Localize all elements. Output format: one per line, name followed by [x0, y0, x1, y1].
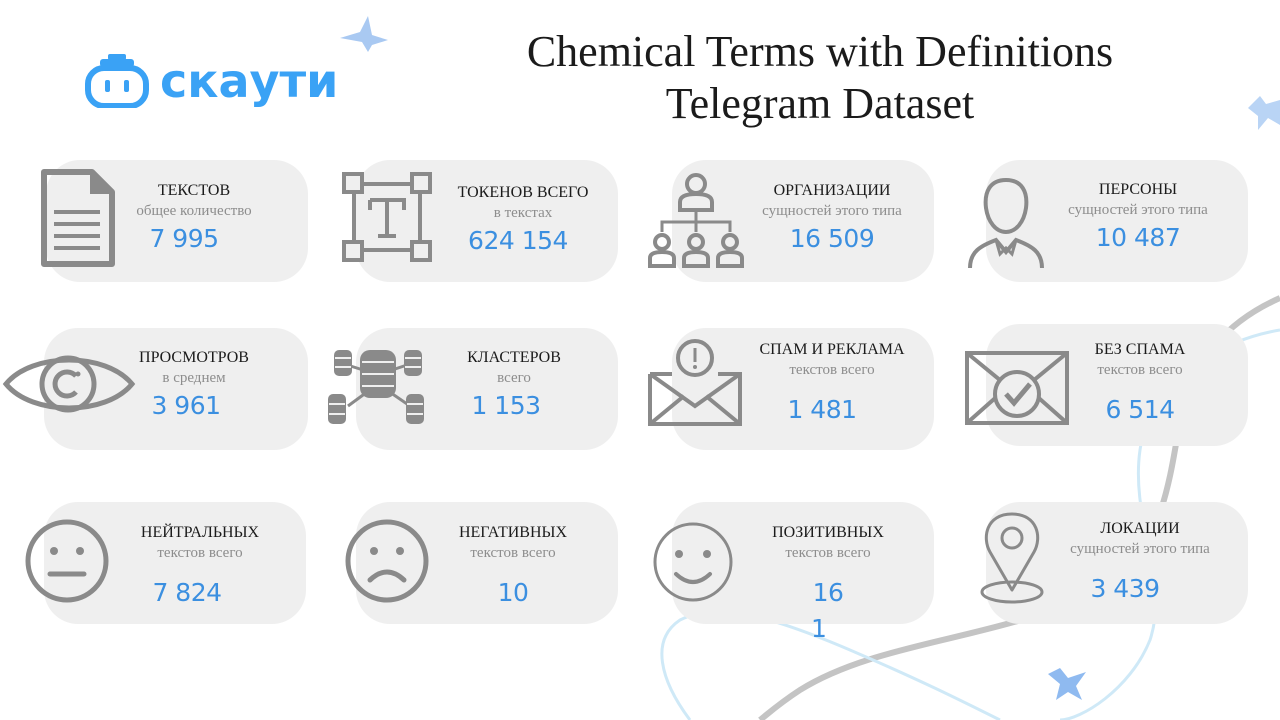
- stat-sublabel: текстов всего: [157, 545, 243, 561]
- stat-sublabel: в текстах: [493, 205, 553, 221]
- location-pin-icon: [980, 512, 1044, 604]
- document-icon: [41, 169, 115, 267]
- stat-card-persons: [986, 160, 1248, 282]
- stat-sublabel: текстов всего: [1097, 362, 1183, 378]
- stat-label: ТЕКСТОВ: [157, 182, 231, 199]
- stat-value: 10: [497, 578, 529, 607]
- brand-logo: скаути: [84, 54, 338, 108]
- logo-text: скаути: [160, 54, 339, 108]
- sad-face-icon: [345, 519, 429, 603]
- stat-negative: НЕГАТИВНЫХ текстов всего 10: [448, 524, 578, 607]
- title-line-2: Telegram Dataset: [665, 79, 975, 128]
- stat-value: 1 153: [471, 391, 541, 420]
- stat-value: 6 514: [1105, 395, 1175, 424]
- stat-label: ПЕРСОНЫ: [1098, 181, 1178, 198]
- stat-value: 16: [812, 578, 844, 607]
- stat-sublabel: сущностей этого типа: [1068, 202, 1208, 218]
- stat-value: 7 824: [152, 578, 222, 607]
- stat-spam: СПАМ И РЕКЛАМА текстов всего 1 481: [754, 341, 910, 424]
- stat-card-clusters: [356, 328, 618, 450]
- stat-label: ПОЗИТИВНЫХ: [772, 524, 884, 541]
- stat-organizations: ОРГАНИЗАЦИИ сущностей этого типа 16 509: [746, 182, 918, 253]
- stat-no-spam: БЕЗ СПАМА текстов всего 6 514: [1080, 341, 1200, 424]
- stat-card-neutral: [44, 502, 306, 624]
- stat-sublabel: сущностей этого типа: [1070, 541, 1210, 557]
- stat-value: 16 509: [789, 224, 875, 253]
- stat-persons: ПЕРСОНЫ сущностей этого типа 10 487: [1052, 181, 1224, 252]
- stat-sublabel: текстов всего: [789, 362, 875, 378]
- happy-face-icon: [653, 522, 733, 602]
- person-icon: [968, 177, 1044, 269]
- stat-card-views: [44, 328, 308, 450]
- stat-label: НЕЙТРАЛЬНЫХ: [140, 524, 260, 541]
- stat-label: КЛАСТЕРОВ: [467, 349, 561, 366]
- star-icon: [340, 16, 388, 52]
- stat-value: 624 154: [468, 226, 568, 255]
- stat-card-positive: [672, 502, 934, 624]
- stat-value: 10 487: [1095, 223, 1181, 252]
- stat-tokens: ТОКЕНОВ ВСЕГО в текстах 624 154: [448, 184, 598, 255]
- stat-value: 7 995: [149, 224, 219, 253]
- stat-locations: ЛОКАЦИИ сущностей этого типа 3 439: [1052, 520, 1228, 603]
- neutral-face-icon: [25, 519, 109, 603]
- org-chart-icon: [648, 173, 744, 268]
- stat-sublabel: всего: [497, 370, 531, 386]
- stat-label: ОРГАНИЗАЦИИ: [773, 182, 891, 199]
- stat-value-overflow: 1: [811, 614, 827, 643]
- blue-curve-2: [660, 610, 1001, 720]
- stat-sublabel: сущностей этого типа: [762, 203, 902, 219]
- envelope-alert-icon: [648, 339, 742, 426]
- star-icon: [1048, 668, 1086, 700]
- stat-texts: ТЕКСТОВ общее количество 7 995: [118, 182, 270, 253]
- database-cluster-icon: [328, 350, 424, 424]
- stat-label: НЕГАТИВНЫХ: [458, 524, 568, 541]
- stat-label: ПРОСМОТРОВ: [139, 349, 249, 366]
- page-title: Chemical Terms with Definitions Telegram…: [450, 26, 1190, 130]
- stat-clusters: КЛАСТЕРОВ всего 1 153: [444, 349, 584, 420]
- stat-card-tokens: [356, 160, 618, 282]
- text-frame-icon: [342, 172, 432, 262]
- stat-label: СПАМ И РЕКЛАМА: [759, 341, 905, 358]
- stat-label: БЕЗ СПАМА: [1094, 341, 1186, 358]
- title-line-1: Chemical Terms with Definitions: [526, 27, 1114, 76]
- stat-value: 3 961: [151, 391, 221, 420]
- stat-positive: ПОЗИТИВНЫХ текстов всего 16: [758, 524, 898, 607]
- stat-card-locations: [986, 502, 1248, 624]
- stat-sublabel: в среднем: [162, 370, 226, 386]
- stat-value: 1 481: [787, 395, 857, 424]
- eye-icon: [2, 355, 136, 413]
- stat-neutral: НЕЙТРАЛЬНЫХ текстов всего 7 824: [130, 524, 270, 607]
- stat-sublabel: текстов всего: [470, 545, 556, 561]
- robot-logo-icon: [85, 54, 149, 108]
- stat-sublabel: текстов всего: [785, 545, 871, 561]
- stat-value: 3 439: [1090, 574, 1160, 603]
- stat-label: ЛОКАЦИИ: [1100, 520, 1180, 537]
- stat-sublabel: общее количество: [136, 203, 252, 219]
- stat-label: ТОКЕНОВ ВСЕГО: [457, 184, 589, 201]
- envelope-check-icon: [965, 351, 1069, 425]
- stat-views: ПРОСМОТРОВ в среднем 3 961: [134, 349, 254, 420]
- star-icon: [1248, 96, 1280, 130]
